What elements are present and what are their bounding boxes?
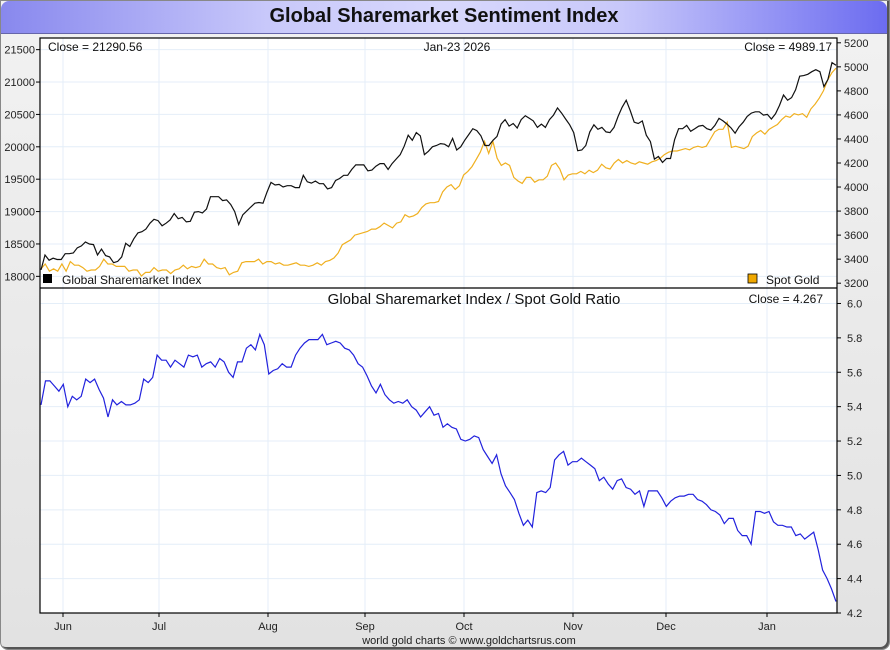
ratio-tick-label: 4.8 [847,505,862,517]
ratio-close-label: Close = 4.267 [749,292,824,306]
chart-title: Global Sharemarket Sentiment Index [269,5,619,27]
x-tick-label: Aug [258,621,278,633]
right-tick-label: 4200 [844,158,868,170]
ratio-tick-label: 6.0 [847,298,862,310]
left-tick-label: 21000 [4,77,35,89]
ratio-tick-label: 4.4 [847,574,862,586]
ratio-panel-title: Global Sharemarket Index / Spot Gold Rat… [328,291,621,308]
date-label: Jan-23 2026 [424,40,491,54]
ratio-tick-label: 4.2 [847,608,862,620]
footer-credit: world gold charts © www.goldchartsrus.co… [361,635,576,647]
right-tick-label: 3800 [844,206,868,218]
ratio-tick-label: 5.8 [847,333,862,345]
x-tick-label: Jul [152,621,166,633]
ratio-tick-label: 5.2 [847,436,862,448]
plot-border [39,37,838,614]
ratio-line [40,332,837,602]
ratio-tick-label: 5.4 [847,402,862,414]
grid-lines [40,38,837,613]
left-tick-label: 20000 [4,142,35,154]
ratio-tick-label: 5.0 [847,470,862,482]
plot-background [40,38,837,613]
right-tick-label: 5000 [844,62,868,74]
right-tick-label: 4400 [844,134,868,146]
legend-label-gold: Spot Gold [766,273,819,287]
title-bar: Global Sharemarket Sentiment Index [1,1,887,34]
ratio-tick-label: 5.6 [847,367,862,379]
x-tick-label: Jan [758,621,776,633]
legend-label-index: Global Sharemarket Index [62,273,201,287]
right-tick-label: 4000 [844,182,868,194]
sharemarket-index-line [40,61,837,271]
left-tick-label: 21500 [4,45,35,57]
x-tick-label: Nov [563,621,583,633]
axes: Jun Jul Aug Sep Oct Nov Dec Jan 18000 18500 19000 1… [4,38,868,633]
right-tick-label: 4600 [844,110,868,122]
left-tick-label: 18500 [4,239,35,251]
series-lines [40,61,837,602]
left-tick-label: 20500 [4,109,35,121]
x-tick-label: Dec [656,621,676,633]
right-tick-label: 3600 [844,230,868,242]
index-close-label: Close = 21290.56 [48,40,143,54]
right-tick-label: 4800 [844,86,868,98]
x-tick-label: Oct [455,621,472,633]
legend-swatch-gold [747,273,758,284]
right-tick-label: 3200 [844,278,868,290]
left-tick-label: 19000 [4,207,35,219]
spot-gold-line [40,67,837,277]
gold-close-label: Close = 4989.17 [744,40,832,54]
ratio-tick-label: 4.6 [847,539,862,551]
x-tick-label: Jun [54,621,72,633]
right-tick-label: 5200 [844,38,868,50]
legend-swatch-index [43,274,52,283]
x-tick-label: Sep [355,621,375,633]
left-tick-label: 19500 [4,174,35,186]
right-tick-label: 3400 [844,254,868,266]
left-tick-label: 18000 [4,271,35,283]
